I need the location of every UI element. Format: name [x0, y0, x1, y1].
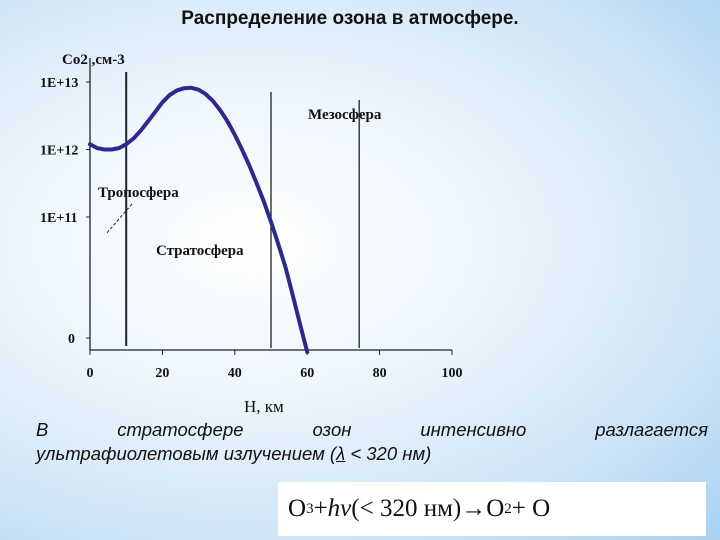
region-label: Мезосфера	[308, 107, 382, 123]
chart-regions: Тропосфера Стратосфера Мезосфера	[98, 72, 382, 348]
region-label: Стратосфера	[156, 243, 244, 259]
troposphere-pointer	[105, 203, 133, 235]
formula-plus-o: + O	[511, 495, 551, 522]
x-tick-label: 40	[228, 366, 242, 381]
formula-o3: O	[288, 495, 307, 522]
x-tick-label: 0	[87, 366, 94, 381]
formula-o3-sub: 3	[306, 500, 314, 517]
x-tick-label: 100	[442, 366, 463, 381]
x-tick-label: 80	[373, 366, 387, 381]
formula-condition: (< 320 нм)	[351, 495, 462, 522]
caption-line-1: В стратосфере озон интенсивно разлагаетс…	[36, 418, 708, 442]
y-tick-label: 1E+11	[40, 211, 78, 226]
chart-plot	[88, 85, 310, 354]
formula-o2: O	[486, 495, 505, 522]
x-tick-label: 60	[300, 366, 314, 381]
caption-word: В	[36, 419, 49, 440]
formula-plus: +	[313, 495, 328, 522]
x-tick-label: 20	[155, 366, 169, 381]
y-tick-label: 1E+12	[40, 144, 78, 159]
lambda-symbol: λ	[336, 443, 346, 464]
region-label: Тропосфера	[98, 185, 179, 201]
formula-arrow: →	[461, 495, 487, 522]
caption-text: < 320 нм)	[345, 443, 432, 464]
y-tick-label: 1E+13	[40, 76, 78, 91]
slide-title-text: Распределение озона в атмосфере.	[181, 8, 519, 29]
caption-word: озон	[312, 419, 352, 440]
formula-o2-sub: 2	[504, 500, 512, 517]
caption-word: стратосфере	[117, 419, 244, 440]
caption-line-2: ультрафиолетовым излучением (λ < 320 нм)	[36, 442, 708, 466]
chart-ticks: Co2 ,см-3 H, км 0 20 40 60 80 100 0 1E+11 1E+12 1E+…	[40, 52, 463, 416]
caption-word: разлагается	[595, 419, 708, 440]
formula-photon: hν	[327, 495, 352, 522]
ozone-curve	[88, 85, 310, 354]
caption-word: интенсивно	[420, 419, 527, 440]
caption-text: ультрафиолетовым излучением (	[36, 443, 337, 464]
caption: В стратосфере озон интенсивно разлагаетс…	[36, 418, 708, 466]
slide-title: Распределение озона в атмосфере.	[0, 8, 720, 30]
y-axis-label: Co2 ,см-3	[62, 52, 125, 68]
x-axis-label: H, км	[244, 397, 284, 416]
ozone-chart: Co2 ,см-3 H, км 0 20 40 60 80 100 0 1E+11 1E+12 1E+…	[40, 52, 463, 416]
chart-axes	[89, 58, 452, 351]
y-tick-label: 0	[68, 332, 75, 347]
